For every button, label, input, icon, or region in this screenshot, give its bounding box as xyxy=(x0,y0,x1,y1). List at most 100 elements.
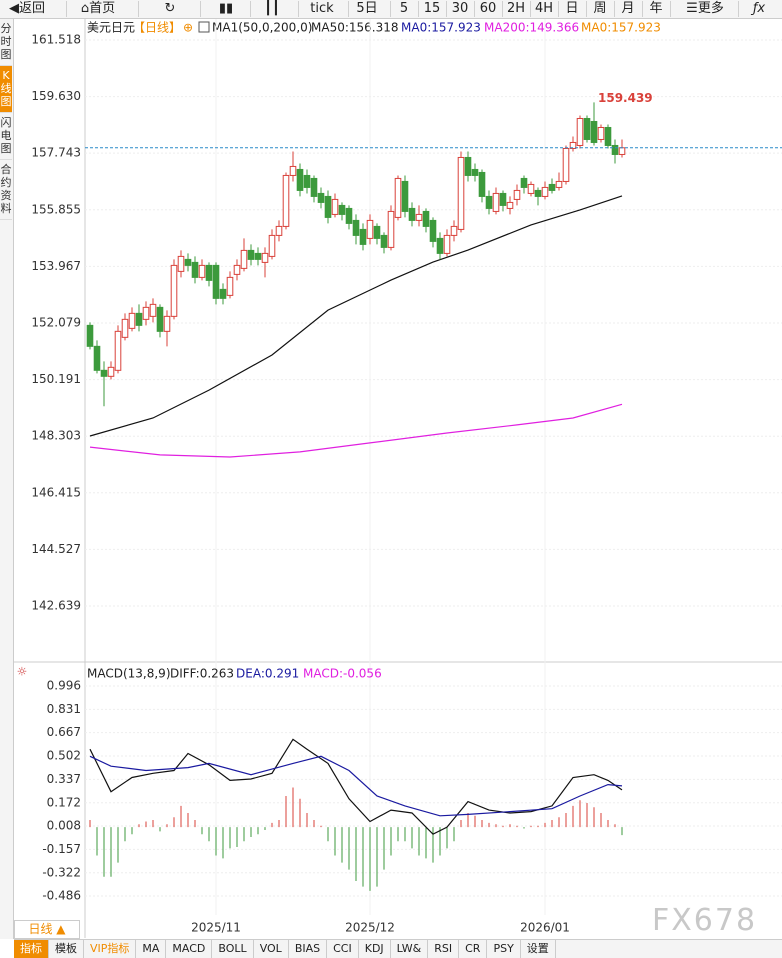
candle-body xyxy=(415,213,423,221)
more-button[interactable]: ☰更多 xyxy=(686,1,724,16)
sidebar-tab[interactable]: 闪电图 xyxy=(0,113,12,160)
candle-body xyxy=(240,249,248,269)
period-button[interactable]: 日 xyxy=(565,1,579,16)
y-tick-label: 0.502 xyxy=(47,749,81,763)
period-button[interactable]: 2H xyxy=(506,1,526,16)
indicator-tab[interactable]: LW& xyxy=(391,940,429,958)
refresh-button[interactable]: ↻ xyxy=(164,1,176,16)
home-button[interactable]: ⌂首页 xyxy=(80,1,116,16)
candle-body xyxy=(590,120,598,143)
candle-body xyxy=(394,177,402,218)
chart-icon[interactable]: ▮▮ xyxy=(218,1,234,16)
period-button[interactable]: tick xyxy=(310,1,334,16)
candle-body xyxy=(576,117,584,146)
candle-body xyxy=(513,189,521,200)
candle-body xyxy=(618,147,626,155)
candle-body xyxy=(163,315,171,332)
legend-entry: MA1(50,0,200,0) xyxy=(212,21,312,35)
y-tick-label: 0.831 xyxy=(47,702,81,716)
back-button[interactable]: ◀返回 xyxy=(8,1,45,16)
indicator-tab[interactable]: BOLL xyxy=(212,940,254,958)
y-tick-label: 155.855 xyxy=(31,202,81,216)
candle-body xyxy=(499,192,507,206)
candle-body xyxy=(149,303,157,317)
candle-body xyxy=(156,306,164,332)
chart-title: MACD(13,8,9) xyxy=(87,667,171,681)
chart-title: 美元日元 xyxy=(87,21,135,35)
candle-body xyxy=(562,147,570,182)
candle-body xyxy=(282,174,290,227)
y-tick-label: 152.079 xyxy=(31,315,81,329)
period-button[interactable]: 30 xyxy=(451,1,469,16)
period-button[interactable]: 日线 ▲ xyxy=(14,920,80,939)
indicator-line xyxy=(89,403,623,458)
period-button[interactable]: 5 xyxy=(399,1,409,16)
candle-body xyxy=(212,264,220,299)
indicator-tab[interactable]: CCI xyxy=(327,940,359,958)
candle-body xyxy=(205,264,213,281)
formula-button[interactable]: ƒx xyxy=(752,1,766,16)
candle-body xyxy=(611,144,619,155)
legend-entry: DEA:0.291 xyxy=(236,667,299,681)
toolbar: ◀返回 ⌂首页 ↻ ▮▮ ┃┃ tick 5日 5 15 30 60 2H 4H… xyxy=(0,0,782,19)
indicator-tab[interactable]: VIP指标 xyxy=(84,940,137,958)
indicator-tab[interactable]: MACD xyxy=(166,940,213,958)
candle-body xyxy=(121,318,129,338)
sidebar: 分时图 K线图 闪电图 合约资料 xyxy=(0,19,14,939)
candle-icon[interactable]: ┃┃ xyxy=(264,1,280,16)
y-tick-label: 161.518 xyxy=(31,32,81,46)
candle-body xyxy=(534,189,542,197)
sidebar-tab[interactable]: 合约资料 xyxy=(0,160,12,220)
indicator-tab[interactable]: PSY xyxy=(487,940,521,958)
period-button[interactable]: 5日 xyxy=(356,1,378,16)
label: 更多 xyxy=(697,1,724,16)
period-button[interactable]: 4H xyxy=(534,1,554,16)
indicator-tab[interactable]: 模板 xyxy=(49,940,84,958)
period-button[interactable]: 月 xyxy=(621,1,635,16)
indicator-tab[interactable]: MA xyxy=(136,940,167,958)
period-button[interactable]: 60 xyxy=(479,1,497,16)
y-tick-label: 153.967 xyxy=(31,259,81,273)
indicator-tab[interactable]: CR xyxy=(459,940,488,958)
candle-body xyxy=(261,252,269,263)
candle-body xyxy=(317,192,325,203)
y-tick-label: 144.527 xyxy=(31,542,81,556)
period-button[interactable]: 15 xyxy=(423,1,441,16)
indicator-tab[interactable]: VOL xyxy=(254,940,289,958)
candle-body xyxy=(387,210,395,248)
candle-body xyxy=(401,180,409,212)
y-tick-label: 0.008 xyxy=(47,819,81,833)
legend-entry: DIFF:0.263 xyxy=(170,667,234,681)
candle-body xyxy=(548,183,556,191)
candle-body xyxy=(520,177,528,188)
sidebar-tab[interactable]: K线图 xyxy=(0,66,12,113)
indicator-tab[interactable]: 设置 xyxy=(521,940,556,958)
candle-body xyxy=(296,168,304,191)
candle-body xyxy=(254,252,262,260)
indicator-tab[interactable]: 指标 xyxy=(14,940,49,958)
settings-icon[interactable]: ☼ xyxy=(17,665,28,679)
candle-body xyxy=(310,177,318,197)
period-button[interactable]: 周 xyxy=(593,1,607,16)
candle-body xyxy=(107,366,115,377)
period-button[interactable]: 年 xyxy=(649,1,663,16)
candle-body xyxy=(352,219,360,236)
candle-body xyxy=(422,210,430,227)
legend-entry: MA0:157.923 xyxy=(581,21,661,35)
candle-body xyxy=(527,183,535,194)
candle-body xyxy=(471,168,479,176)
y-tick-label: 0.172 xyxy=(47,795,81,809)
indicator-tab[interactable]: BIAS xyxy=(289,940,328,958)
y-tick-label: -0.157 xyxy=(42,842,81,856)
candle-body xyxy=(170,264,178,317)
y-tick-label: -0.486 xyxy=(42,889,81,903)
candle-body xyxy=(226,276,234,296)
indicator-tab[interactable]: RSI xyxy=(428,940,460,958)
legend-entry: MA0:157.923 xyxy=(401,21,481,35)
x-tick-label: 2025/11 xyxy=(191,921,241,935)
sidebar-tab[interactable]: 分时图 xyxy=(0,19,12,66)
indicator-tab[interactable]: KDJ xyxy=(359,940,391,958)
candle-body xyxy=(324,195,332,218)
candle-body xyxy=(583,117,591,140)
candle-body xyxy=(443,234,451,254)
